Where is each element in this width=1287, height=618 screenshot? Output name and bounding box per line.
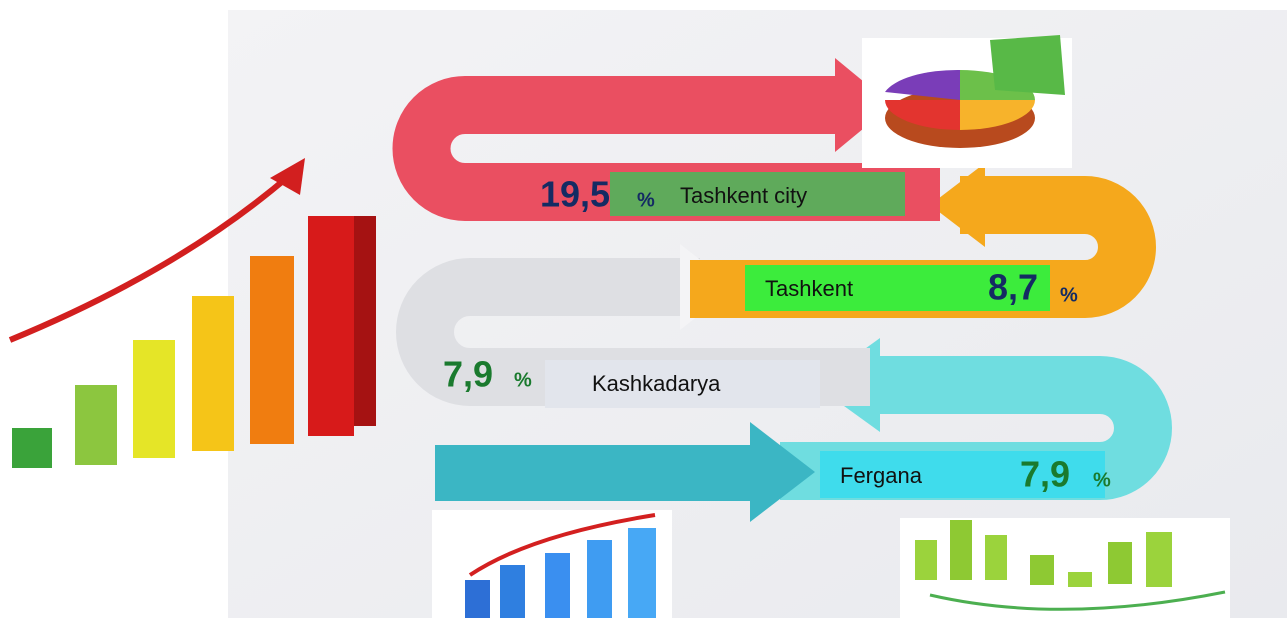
deco-trend	[468, 513, 656, 577]
pie-slice	[885, 100, 960, 130]
region-value: 7,9	[443, 354, 493, 395]
decorative-pie	[862, 35, 1072, 168]
label-box	[745, 265, 1050, 311]
deco-bar	[465, 580, 490, 618]
region-value: 7,9	[1020, 454, 1070, 495]
orange-band	[690, 176, 1156, 318]
deco-bar	[75, 385, 117, 465]
region-unit: %	[637, 189, 655, 211]
decorative-bar-chart	[8, 158, 376, 468]
deco-bar	[1108, 542, 1132, 584]
deco-bar	[1068, 572, 1092, 587]
pie-slice-raised	[990, 35, 1065, 95]
deco-trend	[929, 590, 1226, 611]
dark-cyan-band	[435, 445, 760, 501]
region-label: Tashkent city	[680, 183, 807, 208]
red-band	[392, 76, 940, 221]
deco-bar	[250, 256, 294, 444]
deco-bar	[308, 216, 354, 436]
pie-slice	[960, 100, 1035, 130]
trend-arrow-head	[270, 158, 305, 195]
decorative-blue-chart	[432, 510, 672, 618]
label-box	[610, 172, 905, 216]
region-unit: %	[514, 369, 532, 391]
deco-bar	[500, 565, 525, 618]
deco-bar	[915, 540, 937, 580]
region-value: 19,5	[540, 174, 610, 215]
deco-bar	[587, 540, 612, 618]
deco-backdrop	[900, 518, 1230, 618]
deco-bar-side	[354, 216, 376, 426]
deco-bar	[985, 535, 1007, 580]
region-unit: %	[1060, 284, 1078, 306]
deco-bar	[192, 296, 234, 451]
deco-bar	[1030, 555, 1054, 585]
orange-arrow-head	[930, 163, 985, 247]
region-value: 8,7	[988, 267, 1038, 308]
orange-arrow	[690, 163, 1156, 318]
deco-bar	[133, 340, 175, 458]
region-unit: %	[1093, 469, 1111, 491]
label-box	[820, 451, 1105, 498]
region-label: Kashkadarya	[592, 371, 721, 396]
label-box	[545, 360, 820, 408]
trend-arrow	[8, 172, 292, 343]
cyan-band	[780, 356, 1172, 500]
gray-band	[396, 258, 870, 406]
pie-slice	[885, 69, 960, 100]
region-label: Fergana	[840, 463, 923, 488]
deco-bar	[12, 428, 52, 468]
deco-bar	[1146, 532, 1172, 587]
dark-cyan-arrow-head	[750, 422, 815, 522]
region-label: Tashkent	[765, 276, 853, 301]
deco-bar	[628, 528, 656, 618]
deco-bar	[545, 553, 570, 618]
deco-bar	[950, 520, 972, 580]
decorative-green-chart	[900, 518, 1230, 618]
